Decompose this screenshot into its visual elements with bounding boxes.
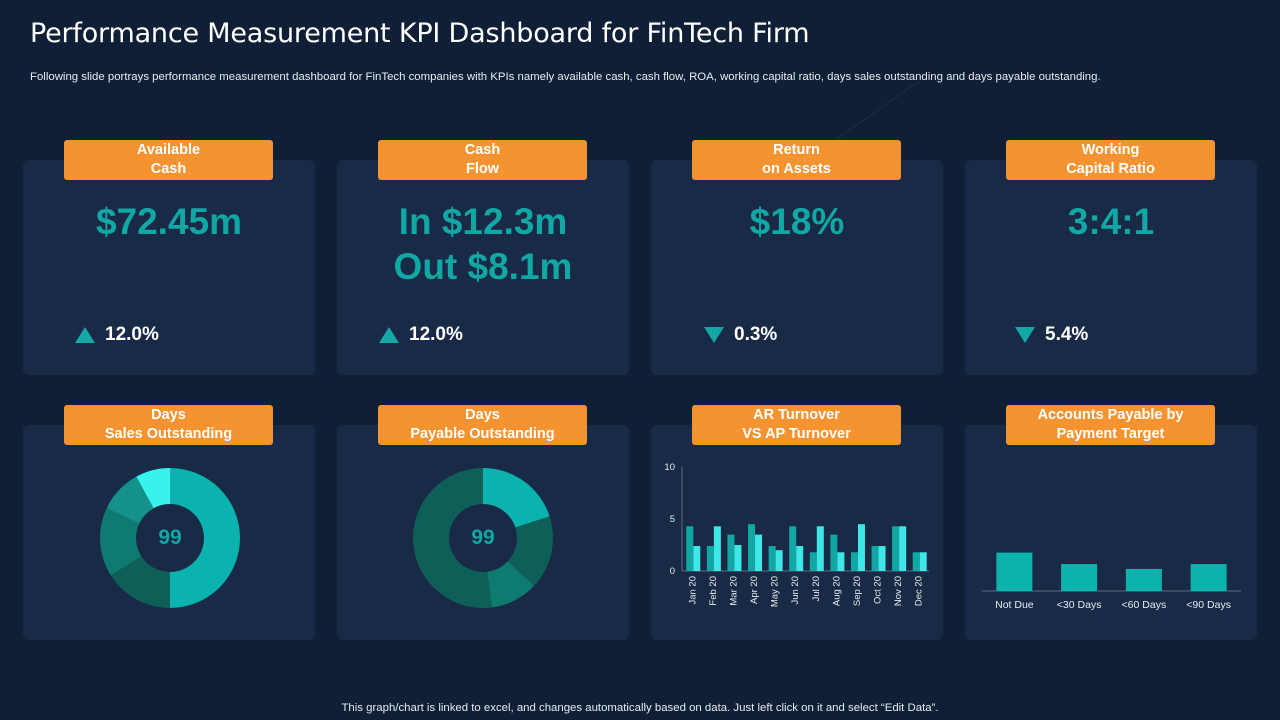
- kpi-delta: 0.3%: [704, 324, 777, 346]
- page-subtitle: Following slide portrays performance mea…: [30, 71, 1101, 83]
- kpi-card-available-cash: Available Cash $72.45m 12.0%: [23, 140, 315, 375]
- dso-donut-chart[interactable]: 99: [99, 467, 241, 609]
- bar-ap[interactable]: [734, 545, 742, 571]
- x-tick-label: Jan 20: [687, 576, 698, 605]
- bar-ap[interactable]: [878, 546, 886, 571]
- x-tick-label: Jun 20: [790, 576, 801, 605]
- bar-ar[interactable]: [748, 524, 756, 571]
- x-tick-label: <30 Days: [1057, 599, 1102, 611]
- x-tick-label: Oct 20: [873, 576, 884, 604]
- bar-ar[interactable]: [789, 526, 797, 571]
- dpo-donut-chart[interactable]: 99: [412, 467, 554, 609]
- bar-ar[interactable]: [686, 526, 694, 571]
- bar-ap[interactable]: [796, 546, 804, 571]
- page-title: Performance Measurement KPI Dashboard fo…: [30, 18, 810, 49]
- y-tick-label: 10: [664, 462, 675, 473]
- donut-center-label: 99: [158, 526, 182, 549]
- x-tick-label: <60 Days: [1122, 599, 1167, 611]
- donut-slice[interactable]: [136, 468, 170, 509]
- x-tick-label: Not Due: [995, 599, 1034, 611]
- kpi-value-in: In $12.3m: [398, 201, 568, 242]
- y-tick-label: 0: [670, 566, 675, 577]
- bar-ap[interactable]: [693, 546, 701, 571]
- x-tick-label: Jul 20: [811, 576, 822, 601]
- kpi-delta: 5.4%: [1015, 324, 1088, 346]
- bar[interactable]: [996, 552, 1033, 591]
- card-label: AR Turnover VS AP Turnover: [692, 405, 901, 445]
- bar-ap[interactable]: [775, 550, 783, 571]
- x-tick-label: May 20: [770, 576, 781, 607]
- card-label: Days Payable Outstanding: [378, 405, 587, 445]
- bar-ap[interactable]: [755, 534, 763, 571]
- bar-ap[interactable]: [857, 524, 865, 571]
- card-days-payable-outstanding: Days Payable Outstanding 99: [337, 405, 629, 640]
- accounts-payable-bar-chart[interactable]: Not Due <30 Days <60 Days <90 Days: [965, 425, 1257, 640]
- card-accounts-payable-by-target: Accounts Payable by Payment Target Not Du…: [965, 405, 1257, 640]
- donut-slice[interactable]: [507, 516, 553, 586]
- footer-note: This graph/chart is linked to excel, and…: [341, 702, 939, 714]
- x-tick-label: Aug 20: [831, 576, 842, 606]
- kpi-card-working-capital-ratio: Working Capital Ratio 3:4:1 5.4%: [965, 140, 1257, 375]
- bar-ar[interactable]: [850, 552, 858, 571]
- donut-slice[interactable]: [170, 468, 240, 608]
- donut-slice[interactable]: [483, 468, 550, 528]
- bar-ap[interactable]: [713, 526, 721, 571]
- x-tick-label: Mar 20: [728, 576, 739, 606]
- kpi-card-cash-flow: Cash Flow In $12.3m Out $8.1m 12.0%: [337, 140, 629, 375]
- x-tick-label: Apr 20: [749, 576, 760, 604]
- bar-ar[interactable]: [912, 552, 920, 571]
- card-label: Return on Assets: [692, 140, 901, 180]
- bar[interactable]: [1125, 568, 1162, 591]
- y-tick-label: 5: [670, 514, 675, 525]
- triangle-down-icon: [1015, 327, 1035, 343]
- donut-slice[interactable]: [106, 476, 154, 524]
- bar-ar[interactable]: [727, 534, 735, 571]
- bar-ar[interactable]: [892, 526, 900, 571]
- kpi-delta: 12.0%: [75, 324, 159, 346]
- bar-ar[interactable]: [871, 546, 879, 571]
- x-tick-label: Sep 20: [852, 576, 863, 606]
- kpi-value: 3:4:1: [1067, 201, 1155, 242]
- kpi-card-return-on-assets: Return on Assets $18% 0.3%: [651, 140, 943, 375]
- x-tick-label: Dec 20: [914, 576, 925, 606]
- card-label: Available Cash: [64, 140, 273, 180]
- ar-ap-bar-chart[interactable]: 0 5 10 Jan 20 Feb 20 Mar 20 Apr 20 May 20 Jun 20…: [651, 425, 943, 640]
- donut-svg[interactable]: [412, 467, 554, 609]
- x-tick-label: <90 Days: [1186, 599, 1231, 611]
- x-tick-label: Feb 20: [708, 576, 719, 606]
- donut-slice[interactable]: [100, 508, 142, 576]
- bar[interactable]: [1190, 564, 1227, 591]
- bar-ap[interactable]: [899, 526, 907, 571]
- bar-ap[interactable]: [919, 552, 927, 571]
- card-label: Accounts Payable by Payment Target: [1006, 405, 1215, 445]
- card-label: Working Capital Ratio: [1006, 140, 1215, 180]
- bar-ap[interactable]: [837, 552, 845, 571]
- donut-center-label: 99: [471, 526, 495, 549]
- bar-ar[interactable]: [830, 534, 838, 571]
- triangle-down-icon: [704, 327, 724, 343]
- triangle-up-icon: [379, 327, 399, 343]
- card-label: Cash Flow: [378, 140, 587, 180]
- kpi-value: $18%: [749, 201, 845, 242]
- kpi-value-out: Out $8.1m: [393, 246, 573, 287]
- donut-slice[interactable]: [487, 561, 535, 608]
- x-tick-label: Nov 20: [893, 576, 904, 606]
- kpi-delta: 12.0%: [379, 324, 463, 346]
- card-ar-vs-ap-turnover: AR Turnover VS AP Turnover 0 5 10 Jan 20 Feb …: [651, 405, 943, 640]
- bar-ar[interactable]: [768, 546, 776, 571]
- card-days-sales-outstanding: Days Sales Outstanding 99: [23, 405, 315, 640]
- donut-svg[interactable]: [99, 467, 241, 609]
- triangle-up-icon: [75, 327, 95, 343]
- donut-slice[interactable]: [413, 468, 492, 608]
- bar-ap[interactable]: [816, 526, 824, 571]
- donut-slice[interactable]: [110, 556, 170, 608]
- kpi-value: $72.45m: [95, 201, 243, 242]
- bar-ar[interactable]: [706, 546, 714, 571]
- bar[interactable]: [1061, 564, 1098, 591]
- bar-ar[interactable]: [809, 552, 817, 571]
- card-label: Days Sales Outstanding: [64, 405, 273, 445]
